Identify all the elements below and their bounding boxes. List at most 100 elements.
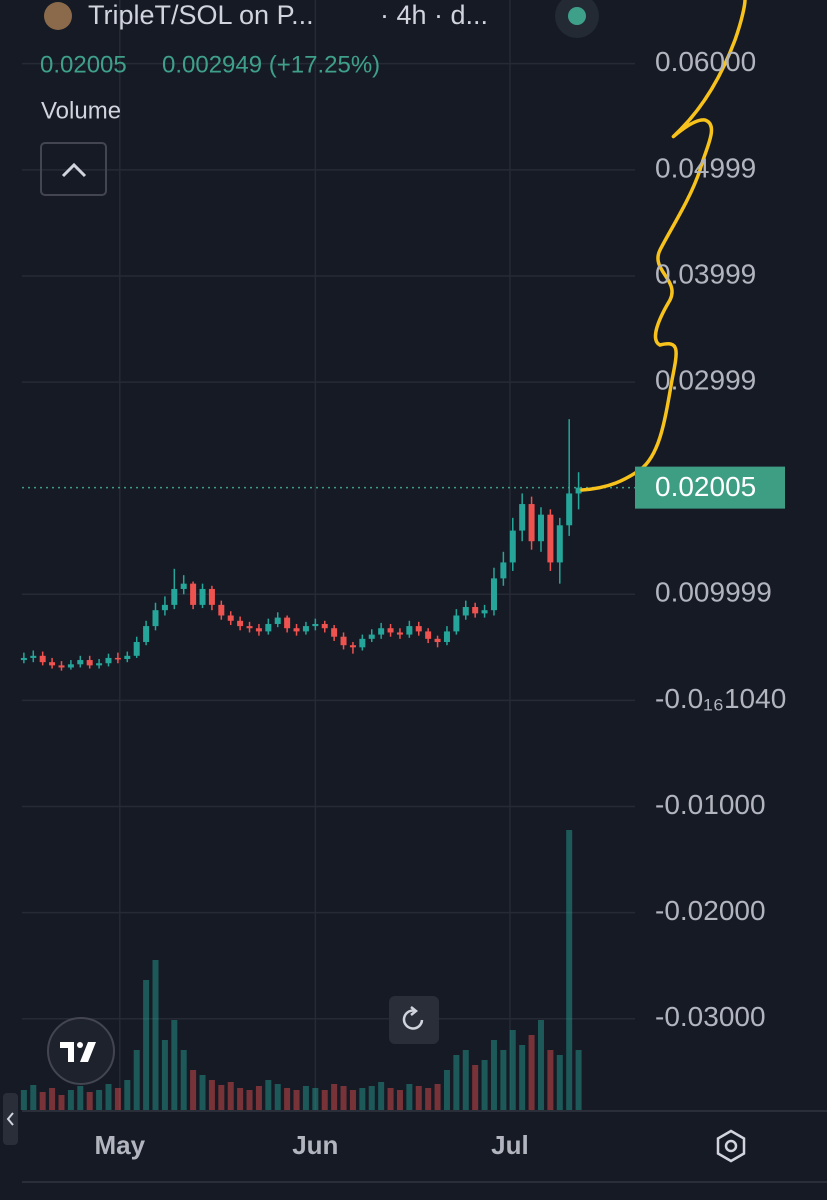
- candle-body: [105, 657, 112, 664]
- candle-body: [58, 665, 65, 668]
- volume-bar: [415, 1086, 422, 1110]
- candle-body: [509, 530, 516, 563]
- candle-body: [246, 626, 253, 629]
- volume-bar: [528, 1035, 535, 1110]
- y-tick-label: 0.03999: [655, 258, 756, 289]
- logo-dot: [77, 1042, 83, 1048]
- y-tick-label: 0.009999: [655, 577, 772, 608]
- volume-bar: [462, 1050, 469, 1110]
- last-price-tag: [635, 466, 785, 509]
- reset-button[interactable]: [389, 996, 439, 1044]
- logo-mark: [60, 1042, 96, 1062]
- volume-bar: [302, 1086, 309, 1110]
- volume-bar: [556, 1055, 563, 1110]
- volume-bar: [30, 1085, 37, 1110]
- volume-bar: [378, 1082, 385, 1110]
- candle-body: [96, 663, 103, 666]
- candle-body: [30, 655, 37, 658]
- volume-bar: [208, 1080, 215, 1110]
- candle-body: [378, 628, 385, 635]
- header-price: 0.02005: [40, 51, 127, 78]
- last-price-label: 0.02005: [655, 471, 756, 502]
- candle-body: [387, 628, 394, 633]
- settings-icon: [724, 1139, 738, 1153]
- candle-body: [453, 615, 460, 632]
- volume-bar: [331, 1084, 338, 1110]
- candle-body: [265, 623, 272, 632]
- candle-body: [284, 617, 291, 629]
- volume-bar: [124, 1080, 131, 1110]
- volume-bar: [453, 1055, 460, 1110]
- candle-body: [218, 604, 225, 616]
- volume-bar: [481, 1060, 488, 1110]
- settings-button[interactable]: [716, 1129, 746, 1163]
- candle-body: [368, 634, 375, 639]
- candle-body: [425, 631, 432, 639]
- candle-body: [415, 626, 422, 632]
- candle-body: [180, 583, 187, 589]
- candle-body: [462, 606, 469, 616]
- volume-bar: [133, 1050, 140, 1110]
- candle-body: [528, 504, 535, 542]
- candle-body: [77, 660, 84, 665]
- candle-body: [312, 623, 319, 627]
- x-tick-label: Jul: [491, 1130, 529, 1160]
- status-dot: [568, 7, 586, 25]
- volume-bar: [265, 1080, 272, 1110]
- volume-bar: [519, 1045, 526, 1110]
- volume-bar: [199, 1075, 206, 1110]
- volume-bar: [434, 1084, 441, 1110]
- candle-body: [227, 615, 234, 621]
- token-avatar: [44, 2, 72, 30]
- volume-bar: [284, 1088, 291, 1110]
- volume-bar: [509, 1030, 516, 1110]
- y-tick-label: -0.03000: [655, 1001, 766, 1032]
- annotation-scribble: [580, 0, 747, 492]
- candle-body: [349, 645, 356, 648]
- candle-body: [274, 617, 281, 624]
- candle-body: [331, 628, 338, 637]
- candle-body: [20, 657, 27, 661]
- candle-body: [171, 588, 178, 605]
- candle-body: [490, 578, 497, 611]
- candle-body: [321, 623, 328, 629]
- candle-body: [302, 626, 309, 632]
- grid: [22, 0, 635, 1110]
- candle-body: [481, 610, 488, 614]
- volume-bar: [39, 1092, 46, 1110]
- side-tab[interactable]: [3, 1093, 18, 1145]
- collapse-icon: [61, 162, 87, 178]
- volume-bar: [218, 1085, 225, 1110]
- candle-body: [556, 525, 563, 563]
- candle-body: [152, 610, 159, 627]
- volume-bar: [312, 1088, 319, 1110]
- volume-bar: [67, 1090, 74, 1110]
- volume-bar: [387, 1088, 394, 1110]
- candle-body: [199, 588, 206, 605]
- volume-bar: [143, 980, 150, 1110]
- candle-body: [208, 588, 215, 605]
- volume-bar: [359, 1088, 366, 1110]
- volume-bar: [77, 1086, 84, 1110]
- candle-body: [359, 638, 366, 648]
- y-tick-label: -0.02000: [655, 895, 766, 926]
- volume-bar: [547, 1050, 554, 1110]
- candle-body: [143, 626, 150, 643]
- volume-bar: [180, 1050, 187, 1110]
- x-tick-label: May: [94, 1130, 145, 1160]
- candle-body: [161, 604, 168, 611]
- y-tick-label: 0.04999: [655, 152, 756, 183]
- candle-body: [500, 562, 507, 579]
- volume-bar: [161, 1040, 168, 1110]
- volume-bar: [472, 1065, 479, 1110]
- collapse-button[interactable]: [40, 142, 107, 196]
- candle-body: [566, 493, 573, 526]
- y-tick-label: 0.02999: [655, 365, 756, 396]
- tradingview-logo[interactable]: [47, 1017, 115, 1085]
- candle-body: [124, 655, 131, 659]
- volume-bar: [237, 1088, 244, 1110]
- y-tick-label: 0.06000: [655, 46, 756, 77]
- volume-bar: [152, 960, 159, 1110]
- candle-body: [575, 487, 582, 494]
